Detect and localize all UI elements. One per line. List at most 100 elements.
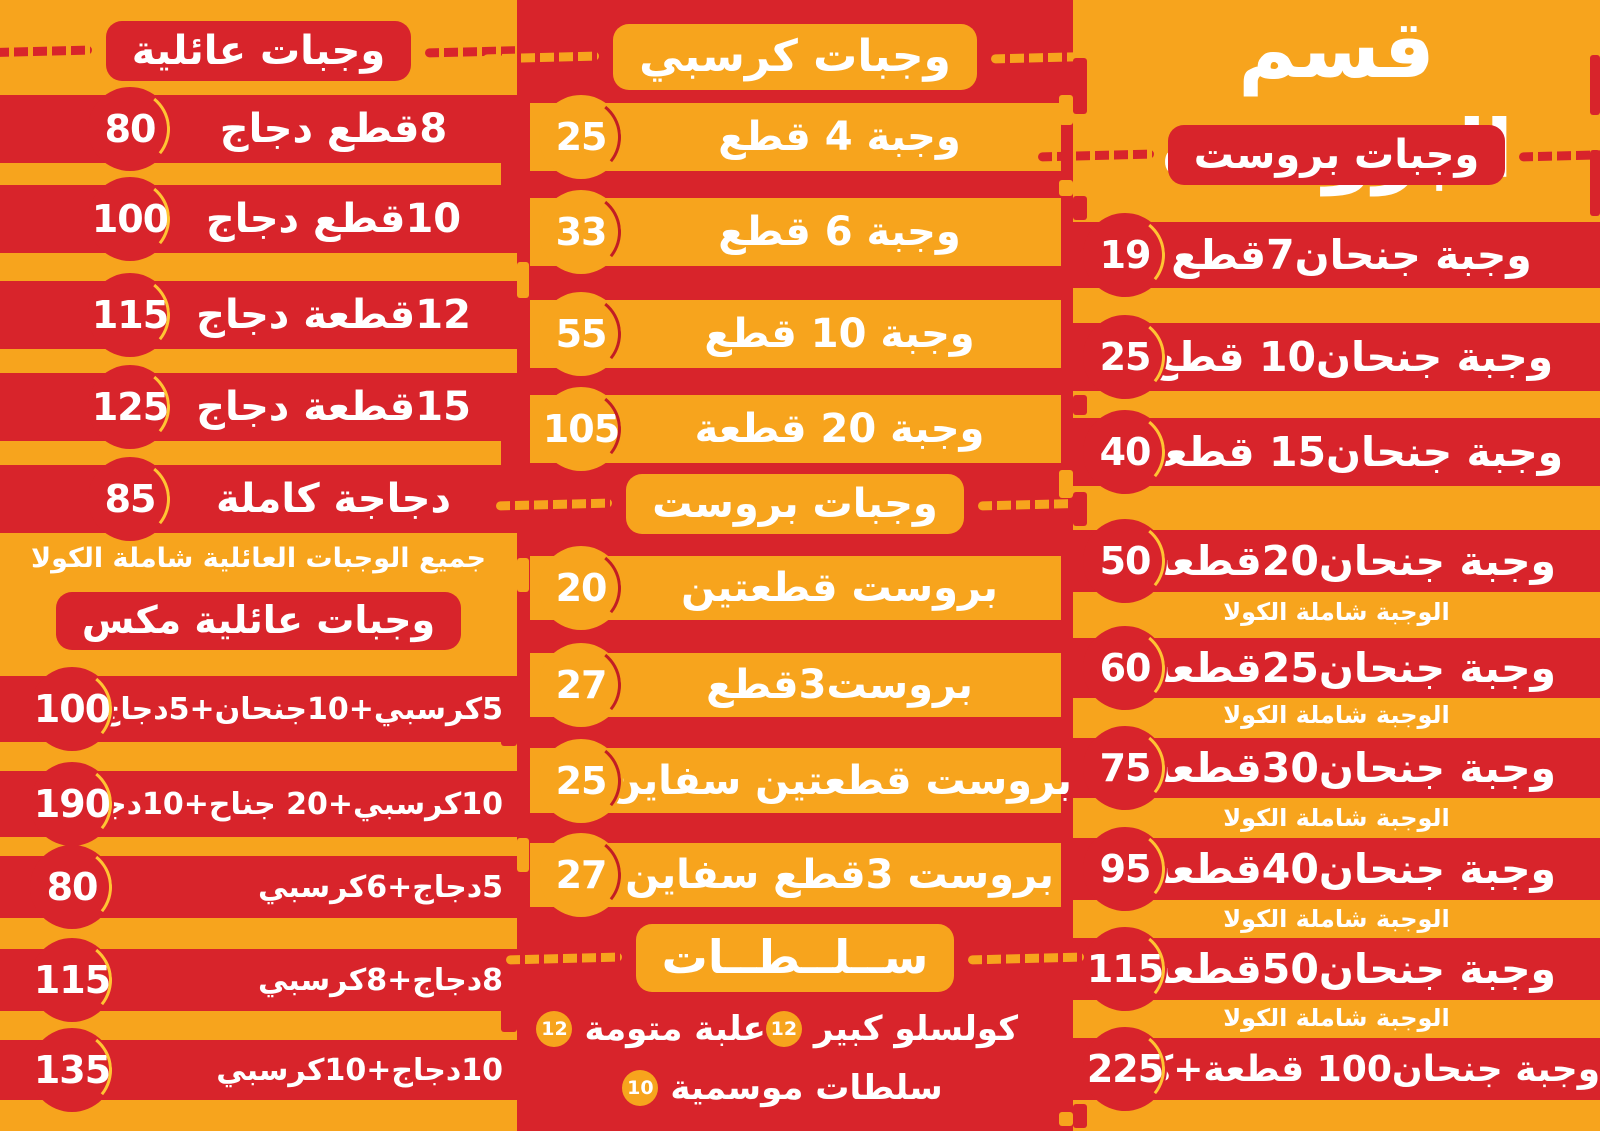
brush-mark — [1059, 95, 1073, 125]
item-label: بروست قطعتين سفاين — [607, 757, 1072, 804]
price-badge: 100 — [30, 667, 114, 751]
broast-section-column: قسم البروست وجبات بروست 19 وجبة جنحان7قط… — [1037, 0, 1600, 1131]
price-badge: 135 — [30, 1028, 114, 1112]
price-value: 100 — [33, 687, 111, 731]
menu-item: 40 وجبة جنحان15 قطعة — [1073, 410, 1600, 494]
item-label: 15قطعة دجاج — [196, 384, 471, 430]
menu-item: 27 بروست3قطع — [530, 643, 1061, 727]
brush-mark — [1059, 470, 1073, 498]
crispy-meals-header: وجبات كرسبي — [483, 22, 1107, 92]
menu-item: 95 وجبة جنحان40قطعة — [1073, 827, 1600, 911]
item-note: الوجبة شاملة الكولا — [1223, 1004, 1450, 1032]
menu-item: 100 10قطع دجاج — [0, 177, 517, 261]
price-value: 20 — [555, 566, 608, 610]
price-badge: 12 — [765, 1011, 802, 1047]
price-badge: 50 — [1083, 519, 1167, 603]
menu-item: 85 دجاجة كاملة — [0, 457, 517, 541]
item-label: 12قطعة دجاج — [196, 292, 471, 338]
item-label: وجبة 20 قطعة — [694, 406, 985, 452]
menu-item: 115 12قطعة دجاج — [0, 273, 517, 357]
price-badge: 95 — [1083, 827, 1167, 911]
item-label: 10قطع دجاج — [205, 196, 462, 242]
price-badge: 100 — [88, 177, 172, 261]
brush-mark — [1590, 150, 1600, 216]
price-badge: 40 — [1083, 410, 1167, 494]
brush-mark — [1073, 395, 1087, 415]
brush-mark — [1073, 196, 1087, 220]
broast-meals-header: وجبات بروست — [1037, 123, 1600, 187]
price-value: 25 — [1099, 335, 1152, 379]
brush-stroke — [968, 951, 1085, 965]
brush-mark — [517, 262, 529, 298]
salads-badge: ســلــطــات — [635, 924, 955, 992]
price-badge: 80 — [88, 87, 172, 171]
menu-item: 25 وجبة جنحان10 قطع — [1073, 315, 1600, 399]
item-label: بروست3قطع — [706, 662, 973, 708]
price-badge: 115 — [88, 273, 172, 357]
item-label: سلطات موسمية — [670, 1068, 943, 1108]
price-value: 50 — [1099, 539, 1152, 583]
menu-item: 33 وجبة 6 قطع — [530, 190, 1061, 274]
brush-mark — [501, 430, 517, 474]
price-value: 19 — [1099, 233, 1152, 277]
price-badge: 190 — [30, 762, 114, 846]
brush-stroke — [505, 951, 622, 965]
price-badge: 115 — [1083, 927, 1167, 1011]
item-note: الوجبة شاملة الكولا — [1223, 905, 1450, 933]
price-value: 85 — [104, 477, 157, 521]
family-note: جميع الوجبات العائلية شاملة الكولا — [31, 543, 486, 574]
price-value: 125 — [91, 385, 169, 429]
menu-item: 20 بروست قطعتين — [530, 546, 1061, 630]
menu-item: 80 5دجاج+6كرسبي — [0, 845, 517, 929]
item-label: علبة متومة — [584, 1009, 766, 1049]
item-label: وجبة 10 قطع — [704, 311, 975, 357]
price-badge: 33 — [539, 190, 623, 274]
item-label: بروست 3قطع سفاين — [625, 852, 1054, 898]
brush-mark — [1590, 55, 1600, 115]
salad-row: كولسلو كبير 12 علبة متومة 12 — [517, 1005, 1073, 1053]
menu-item: 115 وجبة جنحان50قطعة — [1073, 927, 1600, 1011]
price-value: 80 — [104, 107, 157, 151]
family-meals-column: وجبات عائلية 80 8قطع دجاج 100 10قطع دجاج… — [0, 0, 542, 1131]
price-badge: 115 — [30, 938, 114, 1022]
menu-item: 135 10دجاج+10كرسبي — [0, 1028, 517, 1112]
item-label: 8دجاج+8كرسبي — [257, 962, 503, 998]
price-value: 55 — [555, 312, 608, 356]
item-label: وجبة جنحان40قطعة — [1147, 845, 1556, 893]
menu-item: 75 وجبة جنحان30قطعة — [1073, 726, 1600, 810]
item-label: 8قطع دجاج — [219, 106, 448, 152]
brush-stroke — [0, 44, 92, 58]
price-badge: 10 — [622, 1070, 659, 1106]
item-label: وجبة جنحان25قطعة — [1147, 644, 1556, 692]
item-note: الوجبة شاملة الكولا — [1223, 701, 1450, 729]
menu-item: 125 15قطعة دجاج — [0, 365, 517, 449]
price-value: 115 — [33, 958, 111, 1002]
item-label: دجاجة كاملة — [215, 476, 452, 522]
salad-item: علبة متومة 12 — [536, 1009, 766, 1049]
price-badge: 105 — [539, 387, 623, 471]
price-value: 25 — [555, 758, 608, 803]
family-meals-badge: وجبات عائلية — [105, 21, 412, 81]
crispy-meals-column: وجبات كرسبي 25 وجبة 4 قطع 33 وجبة 6 قطع … — [483, 0, 1107, 1131]
brush-mark — [1059, 180, 1073, 196]
menu-item: 25 وجبة 4 قطع — [530, 95, 1061, 179]
price-badge: 75 — [1083, 726, 1167, 810]
brush-mark — [1059, 1112, 1073, 1126]
price-value: 115 — [91, 293, 169, 337]
price-badge: 25 — [539, 738, 623, 823]
menu-item: 55 وجبة 10 قطع — [530, 292, 1061, 376]
menu-item: 80 8قطع دجاج — [0, 87, 517, 171]
menu-item: 225 وجبة جنحان100 قطعة+كولا — [1073, 1027, 1600, 1111]
price-value: 33 — [555, 210, 608, 254]
price-value: 27 — [555, 853, 608, 897]
salads-header: ســلــطــات — [505, 923, 1085, 993]
price-badge: 27 — [539, 833, 623, 917]
item-label: بروست قطعتين — [681, 565, 998, 611]
crispy-meals-badge: وجبات كرسبي — [613, 24, 977, 90]
item-note: الوجبة شاملة الكولا — [1223, 804, 1450, 832]
price-badge: 55 — [539, 292, 623, 376]
salad-row: سلطات موسمية 10 — [517, 1064, 1073, 1112]
broast-meals-badge: وجبات بروست — [1167, 125, 1506, 185]
brush-mark — [501, 706, 517, 746]
price-value: 95 — [1099, 847, 1152, 891]
